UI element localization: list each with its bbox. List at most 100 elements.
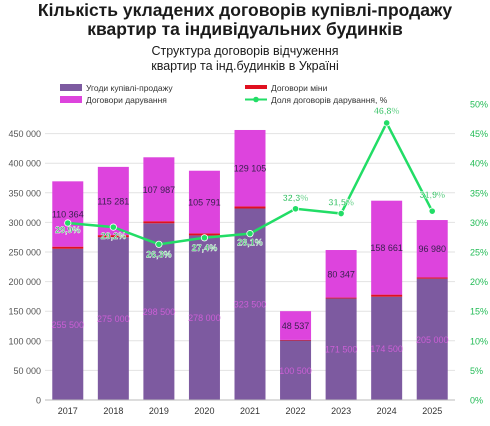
bar-exchange — [416, 277, 448, 279]
legend-label: Угоди купівлі-продажу — [86, 83, 173, 93]
share-value-label: 29,9% — [55, 225, 81, 235]
chart-title: Структура договорів відчуження квартир т… — [0, 44, 490, 74]
y-left-tick-label: 200 000 — [8, 277, 41, 287]
bar-exchange — [280, 339, 312, 341]
bars — [52, 129, 448, 400]
bar-value-label: 115 281 — [97, 197, 129, 207]
y-right-tick-label: 5% — [470, 366, 483, 376]
legend-swatch — [245, 85, 267, 89]
bar-value-label: 174 500 — [370, 344, 403, 354]
bar-sales — [416, 278, 448, 400]
title-line-1: Кількість укладених договорів купівлі-пр… — [37, 0, 453, 20]
share-value-label: 26,3% — [146, 249, 172, 259]
bar-gift — [371, 200, 403, 295]
y-left-tick-label: 250 000 — [8, 248, 41, 258]
bar-value-label: 110 364 — [52, 210, 84, 220]
y-left-tick-label: 400 000 — [8, 159, 41, 169]
bar-exchange — [97, 235, 129, 238]
y-right-tick-label: 20% — [470, 277, 488, 287]
y-left-tick-label: 50 000 — [13, 366, 41, 376]
bar-sales — [280, 340, 312, 400]
bar-sales — [188, 235, 220, 400]
x-tick-label: 2024 — [377, 406, 397, 416]
bar-sales — [97, 237, 129, 400]
page-title: Кількість укладених договорів купівлі-пр… — [0, 1, 490, 39]
y-right-tick-label: 10% — [470, 336, 488, 346]
bar-exchange — [143, 221, 175, 224]
share-line-point — [246, 230, 254, 238]
y-left-tick-label: 100 000 — [8, 336, 41, 346]
bar-sales — [325, 298, 357, 400]
bar-gift — [416, 220, 448, 278]
title-line-2: квартир та індивідуальних будинків — [87, 19, 403, 39]
y-right-tick-label: 0% — [470, 396, 483, 406]
bar-sales — [52, 248, 84, 400]
legend-swatch — [60, 84, 82, 91]
share-value-label: 32,3% — [283, 193, 309, 203]
y-right-tick-label: 30% — [470, 218, 488, 228]
x-tick-label: 2021 — [240, 406, 260, 416]
y-right-tick-label: 15% — [470, 307, 488, 317]
bar-value-label: 298 500 — [143, 307, 176, 317]
share-line-point — [155, 240, 163, 248]
y-right-tick-label: 45% — [470, 129, 488, 139]
axes: 0 50 000 100 000 150 000 200 000 250 000 300 0… — [8, 100, 488, 417]
bar-value-label: 48 537 — [282, 321, 310, 331]
bar-gift — [325, 250, 357, 298]
legend-swatch — [60, 96, 82, 103]
x-tick-label: 2022 — [286, 406, 306, 416]
y-right-tick-label: 25% — [470, 248, 488, 258]
legend-label: Доля договорів дарування, % — [271, 95, 388, 105]
share-value-label: 27,4% — [192, 243, 218, 253]
x-tick-label: 2020 — [194, 406, 214, 416]
x-tick-label: 2018 — [103, 406, 123, 416]
y-left-tick-label: 150 000 — [8, 307, 41, 317]
share-line-point — [109, 223, 117, 231]
bar-value-label: 323 500 — [234, 300, 267, 310]
bar-exchange — [371, 294, 403, 297]
bar-sales — [143, 223, 175, 400]
bar-value-label: 205 000 — [416, 335, 449, 345]
legend: Угоди купівлі-продажу Договори міни Догово… — [60, 83, 388, 105]
y-left-tick-label: 450 000 — [8, 129, 41, 139]
bar-value-label: 158 661 — [370, 243, 403, 253]
share-line-point — [291, 205, 300, 213]
bar-exchange — [52, 246, 84, 249]
y-left-tick-label: 350 000 — [8, 188, 41, 198]
bar-gift — [188, 170, 220, 234]
share-value-label: 31,5% — [328, 198, 354, 208]
bar-value-label: 105 791 — [188, 198, 221, 208]
y-right-tick-label: 50% — [470, 100, 488, 110]
bar-value-label: 278 000 — [188, 313, 221, 323]
share-value-label: 28,1% — [237, 238, 263, 248]
bar-sales — [371, 296, 403, 400]
bar-exchange — [325, 297, 357, 299]
y-left-tick-label: 300 000 — [8, 218, 41, 228]
share-line-point — [337, 209, 345, 218]
y-left-tick-label: 0 — [36, 396, 41, 406]
bar-gift — [143, 157, 175, 222]
share-line-point — [200, 234, 209, 242]
bar-value-label: 171 500 — [325, 345, 358, 355]
chart-title-line-2: квартир та інд.будинків в Україні — [151, 59, 339, 73]
share-line — [64, 119, 436, 248]
legend-label: Договори дарування — [86, 95, 167, 105]
bar-value-label: 80 347 — [327, 269, 355, 279]
bar-value-label: 129 105 — [234, 164, 267, 174]
legend-label: Договори міни — [271, 83, 328, 93]
bar-value-label: 100 500 — [279, 366, 312, 376]
x-tick-label: 2023 — [331, 406, 351, 416]
bar-value-label: 107 987 — [143, 185, 176, 195]
share-value-label: 29,2% — [101, 231, 127, 241]
share-line-point — [64, 219, 72, 227]
share-value-label: 31,9% — [419, 190, 445, 200]
chart-title-line-1: Структура договорів відчуження — [151, 44, 339, 58]
y-right-tick-label: 40% — [470, 159, 488, 169]
bar-sales — [234, 208, 266, 400]
data-labels: 255 500 110 364 275 000 115 281 298 500 107 9… — [52, 106, 449, 376]
bar-gift — [234, 129, 266, 207]
bar-value-label: 275 000 — [97, 314, 130, 324]
share-value-label: 46,8% — [374, 106, 400, 116]
bar-gift — [280, 311, 312, 340]
